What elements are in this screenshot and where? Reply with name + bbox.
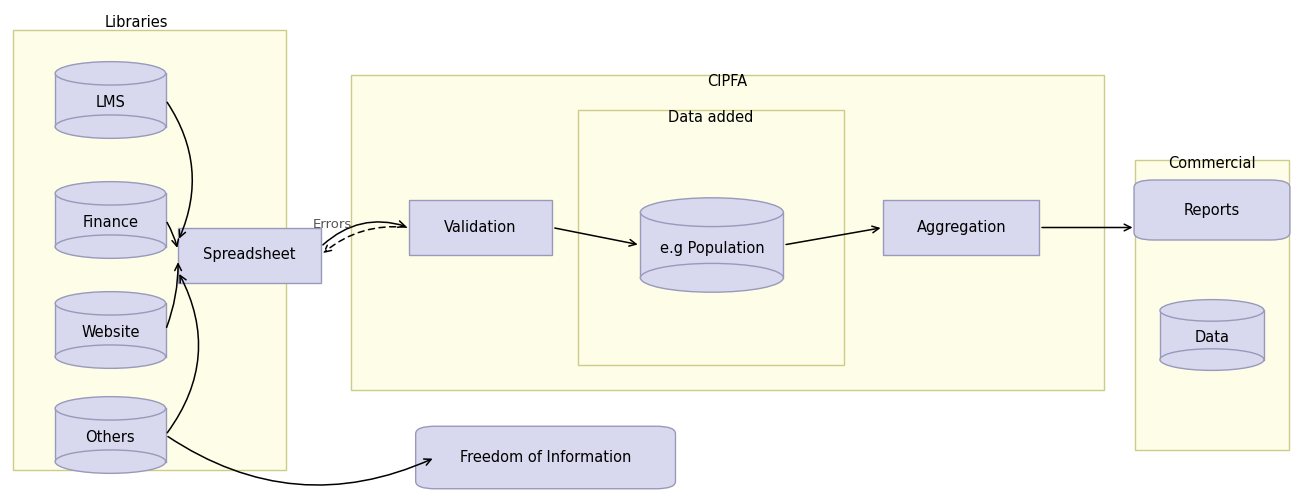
Text: Freedom of Information: Freedom of Information: [460, 450, 631, 465]
Text: Commercial: Commercial: [1168, 156, 1256, 172]
Text: Validation: Validation: [444, 220, 517, 235]
Text: Others: Others: [86, 430, 135, 445]
FancyBboxPatch shape: [351, 75, 1104, 390]
Text: Reports: Reports: [1183, 202, 1241, 218]
FancyBboxPatch shape: [409, 200, 552, 255]
FancyBboxPatch shape: [1135, 160, 1289, 450]
Ellipse shape: [56, 115, 166, 138]
Text: Libraries: Libraries: [105, 15, 168, 30]
Text: LMS: LMS: [96, 95, 125, 110]
Text: Finance: Finance: [82, 215, 139, 230]
Text: Spreadsheet: Spreadsheet: [203, 248, 296, 262]
Ellipse shape: [56, 292, 166, 315]
Ellipse shape: [56, 235, 166, 258]
Ellipse shape: [1160, 349, 1264, 370]
Text: Data: Data: [1195, 330, 1229, 345]
FancyBboxPatch shape: [56, 194, 166, 246]
Ellipse shape: [640, 198, 783, 226]
FancyBboxPatch shape: [1134, 180, 1290, 240]
FancyBboxPatch shape: [56, 74, 166, 126]
Text: Data added: Data added: [668, 110, 753, 124]
Ellipse shape: [56, 182, 166, 205]
Ellipse shape: [56, 396, 166, 420]
Ellipse shape: [56, 450, 166, 473]
FancyBboxPatch shape: [13, 30, 286, 470]
FancyBboxPatch shape: [883, 200, 1039, 255]
Ellipse shape: [1160, 300, 1264, 321]
FancyBboxPatch shape: [416, 426, 675, 489]
FancyBboxPatch shape: [578, 110, 844, 365]
FancyBboxPatch shape: [640, 212, 783, 278]
FancyBboxPatch shape: [56, 408, 166, 462]
Text: Aggregation: Aggregation: [917, 220, 1005, 235]
Text: Website: Website: [81, 325, 140, 340]
Text: CIPFA: CIPFA: [708, 74, 747, 88]
FancyBboxPatch shape: [1160, 310, 1264, 360]
FancyBboxPatch shape: [56, 304, 166, 356]
Ellipse shape: [56, 345, 166, 368]
Ellipse shape: [56, 62, 166, 85]
Ellipse shape: [640, 264, 783, 292]
FancyBboxPatch shape: [178, 228, 321, 282]
Text: e.g Population: e.g Population: [660, 241, 764, 256]
Text: Errors: Errors: [313, 218, 352, 231]
